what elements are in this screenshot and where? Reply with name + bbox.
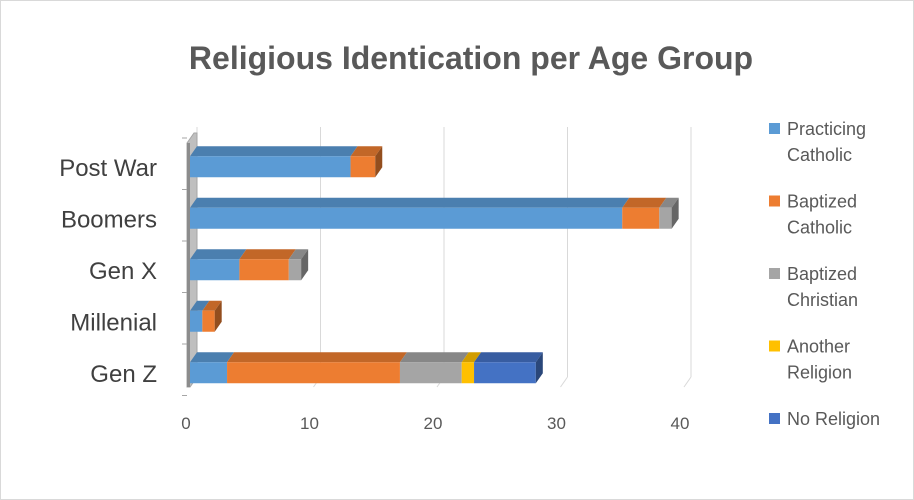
x-tick-labels: 0 10 20 30 40 — [181, 414, 689, 433]
legend-label: Religion — [787, 363, 852, 383]
bar-top-baptized-christian — [659, 197, 679, 208]
x-tick-label: 10 — [300, 414, 319, 433]
legend-swatch — [769, 268, 780, 279]
bar-practicing-catholic — [190, 207, 623, 229]
bar-baptized-catholic — [227, 362, 400, 384]
bar-stack-boomers — [190, 197, 679, 229]
legend-label: Catholic — [787, 218, 852, 238]
x-tick-label: 20 — [424, 414, 443, 433]
bar-top-baptized-catholic — [350, 146, 383, 157]
bar-baptized-christian — [288, 259, 302, 281]
legend-item: Baptized Christian — [769, 264, 858, 310]
bar-no-religion — [474, 362, 536, 384]
legend-item: Practicing Catholic — [769, 119, 866, 165]
bar-top-baptized-christian — [288, 249, 309, 260]
legend-item: Another Religion — [769, 337, 852, 383]
legend-label: Baptized — [787, 264, 857, 284]
floor-gridline — [560, 376, 568, 388]
category-label: Post War — [59, 155, 157, 182]
bar-top-baptized-catholic — [622, 197, 667, 208]
bar-another-religion — [461, 362, 475, 384]
category-label: Gen X — [89, 258, 157, 285]
legend: PracticingCatholicBaptizedCatholicBaptiz… — [769, 119, 880, 429]
bar-side-baptized-catholic — [214, 300, 222, 332]
legend-swatch — [769, 123, 780, 134]
bar-practicing-catholic — [190, 156, 351, 178]
category-label: Gen Z — [90, 361, 157, 388]
legend-label: Another — [787, 337, 850, 357]
legend-label: Christian — [787, 290, 858, 310]
floor-gridline — [683, 376, 692, 388]
bar-baptized-catholic — [239, 259, 289, 281]
legend-label: No Religion — [787, 409, 880, 429]
bar-stack-gen-x — [190, 249, 309, 281]
legend-swatch — [769, 340, 780, 352]
bar-top-another-religion — [461, 352, 482, 363]
bar-practicing-catholic — [190, 259, 240, 281]
bar-stack-millenial — [190, 300, 222, 332]
y-axis-line — [187, 143, 190, 387]
bar-top-practicing-catholic — [190, 249, 247, 260]
bar-baptized-christian — [399, 362, 462, 384]
bar-baptized-catholic — [350, 156, 376, 178]
legend-item: Baptized Catholic — [769, 192, 857, 238]
chart-title: Religious Identication per Age Group — [189, 40, 753, 76]
x-tick-label: 40 — [671, 414, 690, 433]
legend-label: Baptized — [787, 192, 857, 212]
bar-top-practicing-catholic — [190, 352, 235, 363]
bar-top-practicing-catholic — [190, 146, 358, 157]
category-label: Millenial — [70, 309, 157, 336]
bar-practicing-catholic — [190, 310, 203, 332]
bar-practicing-catholic — [190, 362, 228, 384]
bars — [190, 146, 679, 384]
bar-top-baptized-catholic — [202, 300, 222, 311]
bar-top-baptized-catholic — [227, 352, 407, 363]
bar-top-practicing-catholic — [190, 300, 210, 311]
x-tick-label: 0 — [181, 414, 190, 433]
bar-top-practicing-catholic — [190, 197, 630, 208]
bar-top-baptized-christian — [399, 352, 469, 363]
bar-side-baptized-christian — [671, 197, 679, 229]
bar-side-baptized-catholic — [375, 146, 383, 178]
bar-baptized-catholic — [622, 207, 660, 229]
x-tick-label: 30 — [547, 414, 566, 433]
legend-swatch — [769, 195, 780, 207]
bar-side-no-religion — [535, 352, 543, 384]
category-label: Boomers — [61, 206, 157, 233]
legend-swatch — [769, 413, 780, 424]
bar-top-no-religion — [474, 352, 543, 363]
legend-label: Practicing — [787, 119, 866, 139]
legend-label: Catholic — [787, 145, 852, 165]
legend-item: No Religion — [769, 409, 880, 429]
bar-side-baptized-christian — [301, 249, 309, 281]
bar-baptized-catholic — [202, 310, 215, 332]
bar-stack-post-war — [190, 146, 383, 178]
category-labels: Post War Boomers Gen X Millenial Gen Z — [59, 155, 157, 388]
bar-stack-gen-z — [190, 352, 543, 384]
bar-baptized-christian — [659, 207, 672, 229]
bar-top-baptized-catholic — [239, 249, 296, 260]
